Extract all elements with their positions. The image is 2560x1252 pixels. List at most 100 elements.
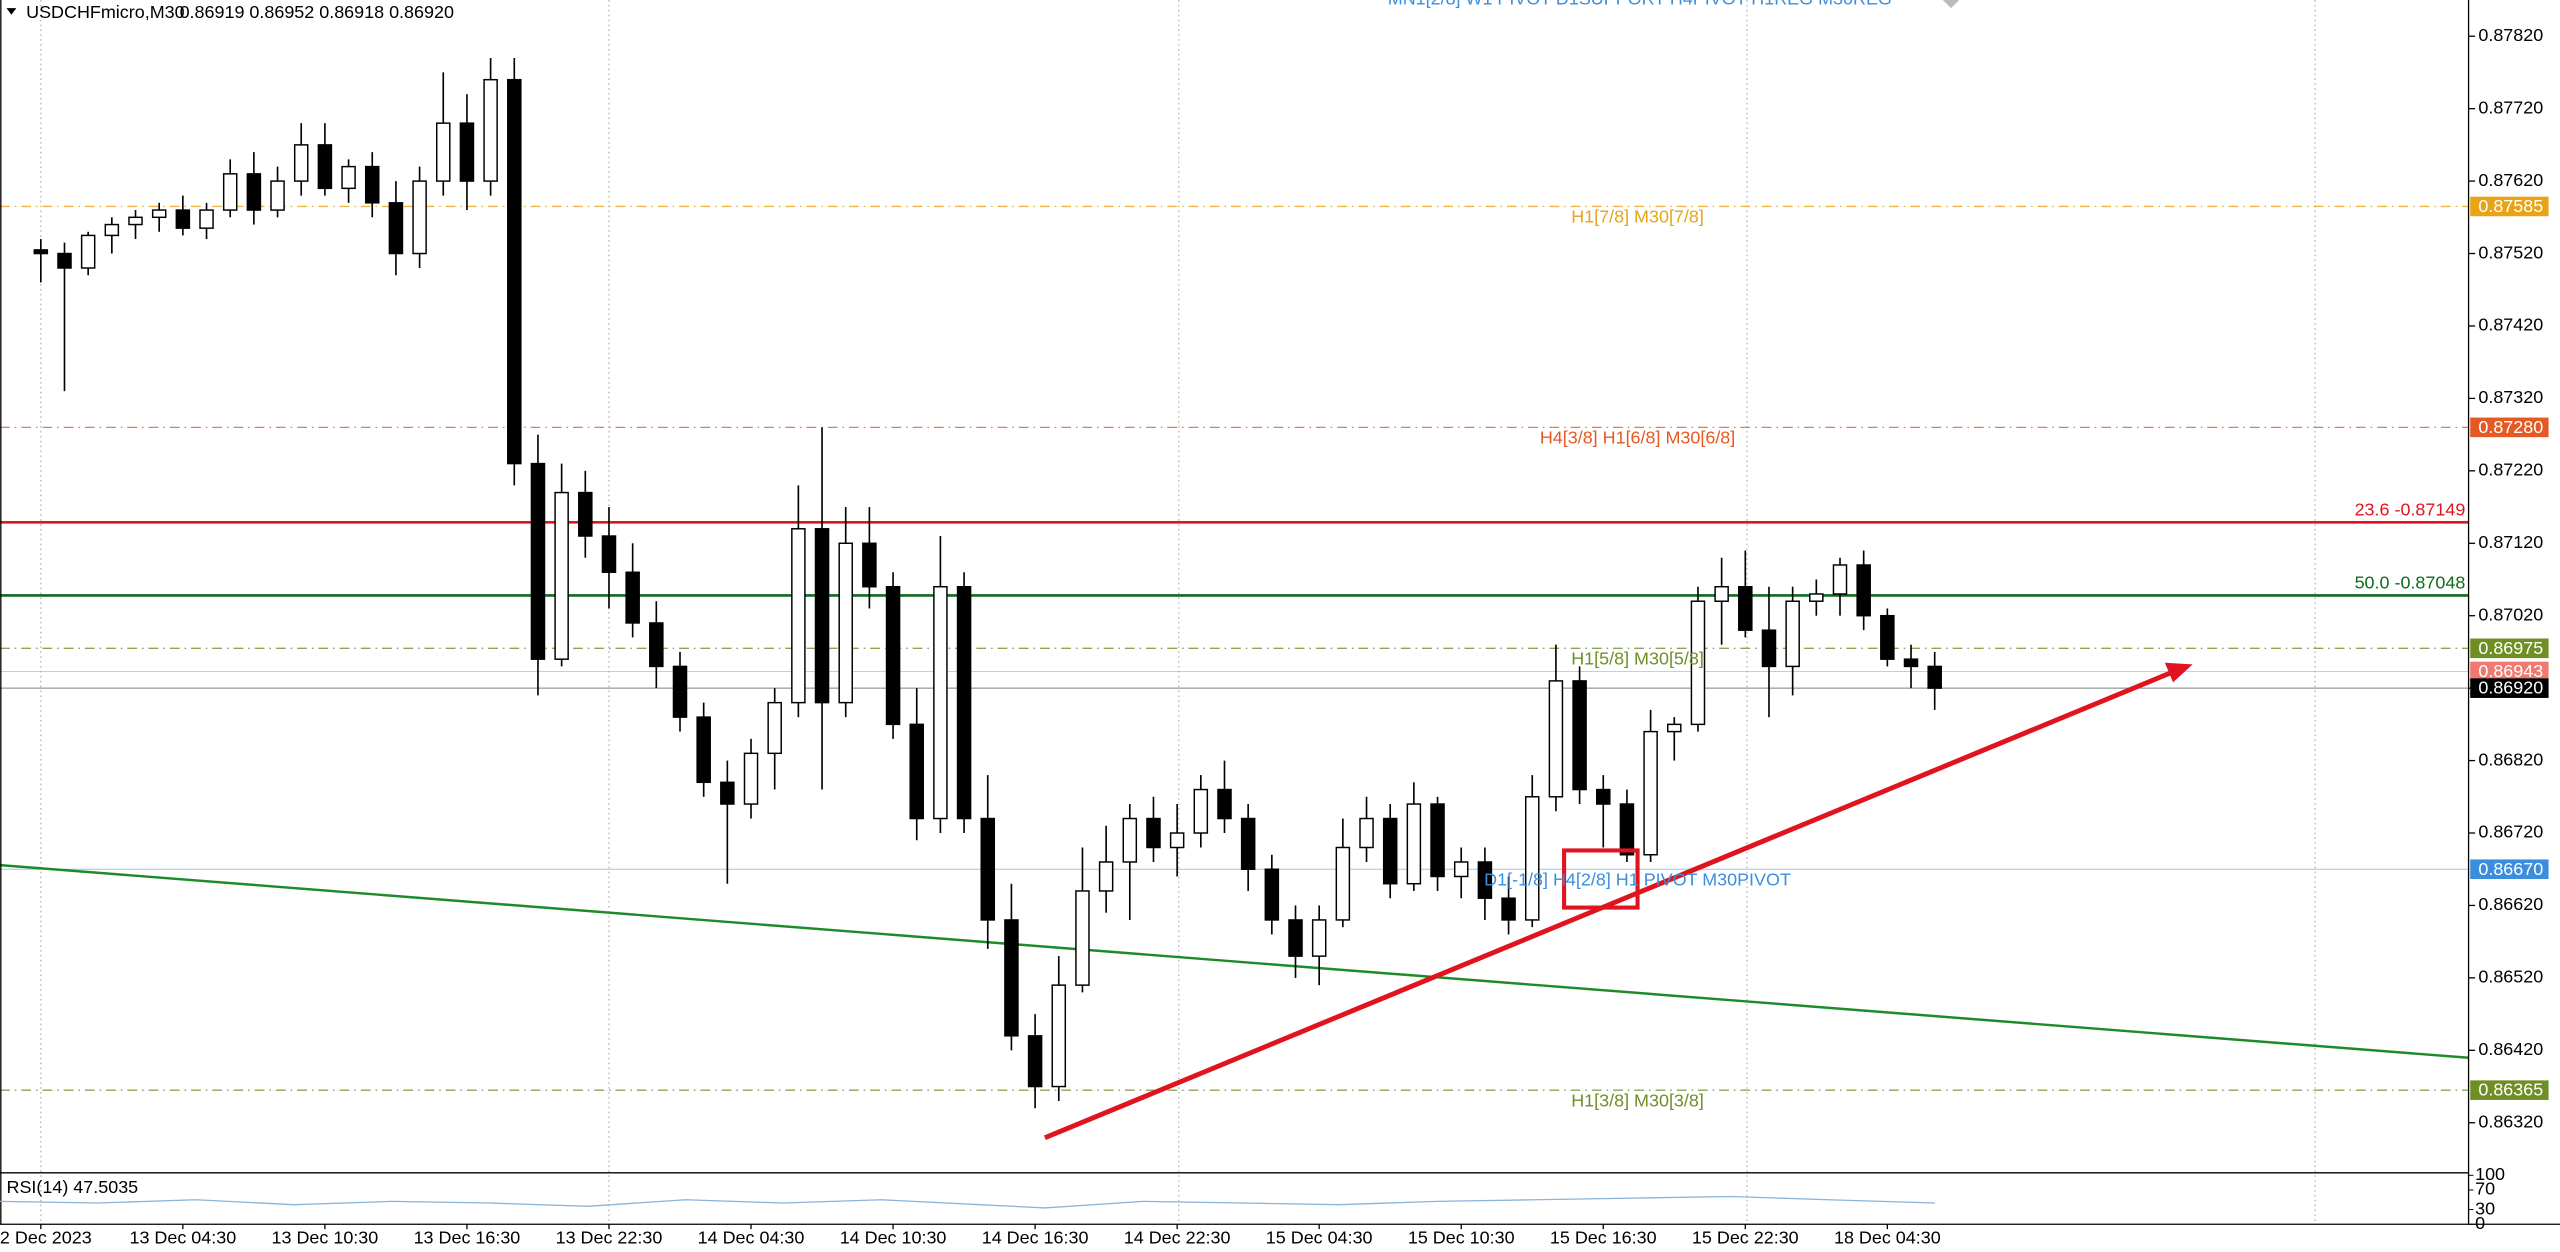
y-tick-label: 0.87220 — [2478, 460, 2543, 480]
candle-body — [1217, 788, 1232, 820]
y-tick-label: 0.87620 — [2478, 170, 2543, 190]
price-tag-label: 0.86920 — [2478, 678, 2543, 698]
level-label: 50.0 -0.87048 — [2355, 573, 2466, 593]
rsi-line — [0, 1195, 1935, 1209]
candle-body — [317, 144, 333, 190]
candle-body — [1761, 629, 1777, 668]
candle-body — [33, 249, 49, 255]
candle-body — [554, 491, 569, 660]
x-tick-label: 15 Dec 22:30 — [1692, 1228, 1799, 1248]
x-tick-label: 14 Dec 04:30 — [698, 1228, 805, 1248]
candle-body — [578, 491, 593, 537]
candle-body — [814, 528, 830, 704]
level-text: H1[3/8] M30[3/8] — [1571, 1090, 1704, 1110]
candle-body — [1075, 890, 1090, 986]
candle-body — [862, 542, 877, 588]
y-tick-label: 0.86320 — [2478, 1111, 2543, 1131]
price-tag-label: 0.87585 — [2478, 196, 2543, 216]
y-tick-label: 0.86520 — [2478, 967, 2543, 987]
candle-body — [1027, 1035, 1043, 1088]
quote: 0.86919 0.86952 0.86918 0.86920 — [180, 2, 454, 22]
candle-body — [1619, 803, 1635, 856]
y-tick-label: 0.87820 — [2478, 25, 2543, 45]
candle-body — [1359, 817, 1374, 849]
candle-body — [151, 209, 167, 219]
symbol: USDCHFmicro,M30 — [26, 2, 184, 22]
candle-body — [625, 571, 640, 624]
candle-body — [436, 122, 451, 182]
price-tag — [2470, 1080, 2549, 1100]
price-tag — [2470, 417, 2549, 438]
y-tick-label: 0.87520 — [2478, 242, 2543, 262]
candle-body — [222, 173, 238, 211]
candle-body — [1240, 817, 1256, 870]
candle-body — [80, 234, 96, 269]
candle-body — [1382, 817, 1398, 885]
price-tag-label: 0.87280 — [2478, 417, 2543, 437]
level-text: H1[7/8] M30[7/8] — [1571, 207, 1704, 227]
x-tick-label: 18 Dec 04:30 — [1834, 1228, 1941, 1248]
candle-body — [1548, 680, 1564, 798]
candle-body — [364, 165, 380, 204]
candle-body — [1477, 861, 1493, 899]
candle-body — [483, 78, 498, 182]
level-text: H1[5/8] M30[5/8] — [1571, 648, 1704, 668]
candle-body — [720, 781, 735, 805]
level-text: H4[3/8] H1[6/8] M30[6/8] — [1540, 428, 1735, 448]
candle-body — [1122, 817, 1138, 863]
rsi-tick-label: 100 — [2475, 1164, 2505, 1184]
candle-body — [956, 585, 972, 820]
candle-body — [1856, 564, 1871, 617]
candle-body — [388, 202, 404, 255]
x-tick-label: 13 Dec 16:30 — [414, 1228, 521, 1248]
candle-body — [459, 122, 475, 182]
x-tick-label: 12 Dec 2023 — [0, 1228, 92, 1248]
candle-body — [838, 542, 853, 704]
candle-body — [1004, 919, 1019, 1037]
candle-body — [1288, 919, 1303, 957]
price-tag — [2470, 661, 2549, 682]
rsi-tick-label: 70 — [2475, 1179, 2495, 1199]
candle-body — [270, 180, 285, 211]
price-tag-label: 0.86670 — [2478, 859, 2543, 879]
collapse-icon — [6, 8, 17, 15]
candle-body — [1264, 868, 1280, 921]
price-tag-label: 0.86975 — [2478, 638, 2543, 658]
candle-body — [293, 144, 309, 182]
candle-body — [1169, 832, 1185, 849]
candle-body — [1927, 665, 1942, 689]
x-tick-label: 14 Dec 10:30 — [840, 1228, 947, 1248]
candle-body — [885, 585, 901, 726]
candle-body — [980, 817, 996, 921]
y-tick-label: 0.86720 — [2478, 822, 2543, 842]
level-label: 23.6 -0.87149 — [2355, 500, 2466, 520]
candle-body — [767, 701, 782, 755]
candle-body — [128, 216, 143, 226]
candle-body — [1714, 585, 1729, 602]
y-tick-label: 0.87420 — [2478, 315, 2543, 335]
price-tag — [2470, 196, 2549, 217]
candle-body — [933, 585, 948, 820]
candle-body — [341, 165, 356, 190]
top-note: MN1[2/8] W1 PIVOT D1SUPPORT H4PIVOT H1RE… — [1388, 0, 1892, 9]
candles — [33, 57, 1942, 1109]
price-tag — [2470, 638, 2549, 659]
candle-body — [199, 209, 214, 229]
price-tag-label: 0.86365 — [2478, 1080, 2543, 1100]
candle-body — [1311, 919, 1327, 957]
highlight-box — [1562, 848, 1640, 910]
candle-body — [1832, 564, 1848, 595]
candle-body — [1430, 803, 1445, 878]
candle-body — [601, 535, 617, 573]
marker — [1942, 0, 1960, 9]
rsi-label: RSI(14) 47.5035 — [7, 1177, 139, 1197]
x-tick-label: 15 Dec 16:30 — [1550, 1228, 1657, 1248]
y-tick-label: 0.87120 — [2478, 532, 2543, 552]
candle-body — [743, 752, 759, 805]
arrow-line — [1043, 670, 2173, 1140]
candle-body — [1335, 846, 1351, 921]
candle-body — [1738, 585, 1753, 631]
price-tag-label: 0.86943 — [2478, 661, 2543, 681]
